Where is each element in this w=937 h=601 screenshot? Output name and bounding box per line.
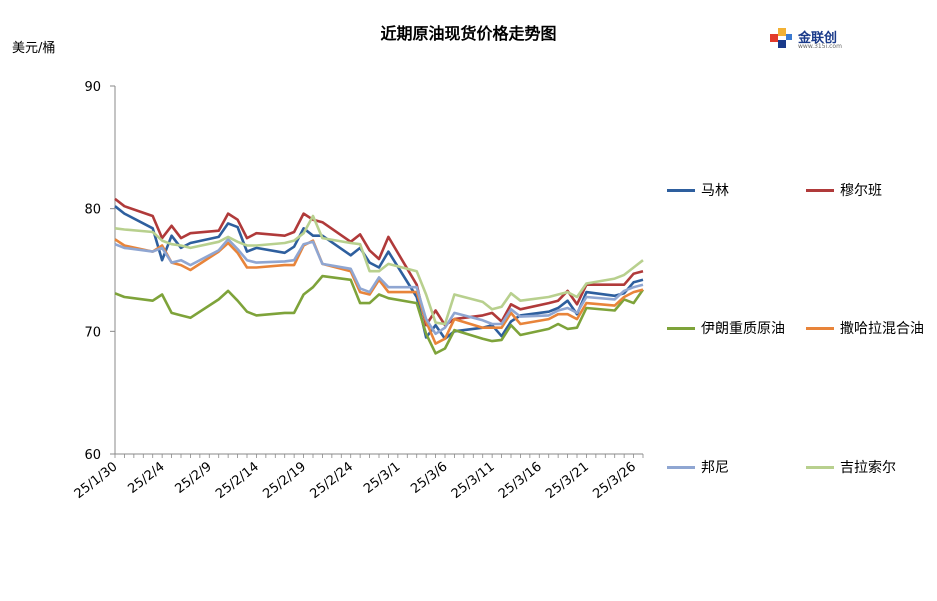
legend-item: 吉拉索尔 — [806, 457, 896, 477]
x-tick-label: 25/3/21 — [543, 459, 592, 502]
legend-label: 伊朗重质原油 — [701, 321, 785, 337]
y-axis-unit-label: 美元/桶 — [12, 41, 56, 56]
x-tick-label: 25/2/19 — [260, 459, 309, 502]
y-tick-label: 60 — [84, 448, 101, 463]
legend-swatch — [806, 326, 834, 330]
series-line-2 — [114, 274, 645, 355]
series-line-1 — [114, 197, 644, 327]
y-tick-label: 70 — [84, 325, 101, 340]
series-line-0 — [114, 205, 644, 341]
legend-label: 穆尔班 — [840, 183, 882, 199]
brand-logo: 金联创 www.315i.com — [768, 26, 858, 54]
legend-label: 撒哈拉混合油 — [840, 321, 924, 337]
legend-swatch — [806, 188, 834, 192]
chart-title: 近期原油现货价格走势图 — [380, 24, 557, 43]
x-tick-label: 25/2/4 — [125, 459, 167, 497]
logo-icon — [770, 28, 792, 48]
legend-swatch — [667, 188, 695, 192]
legend-item: 伊朗重质原油 — [667, 318, 785, 338]
x-tick-label: 25/2/24 — [307, 459, 356, 502]
x-tick-label: 25/3/11 — [449, 459, 498, 502]
legend-item: 马林 — [667, 180, 729, 200]
x-tick-label: 25/2/14 — [213, 459, 262, 502]
y-tick-label: 90 — [84, 80, 101, 95]
x-tick-label: 25/2/9 — [173, 459, 215, 497]
y-axis-ticks: 60 70 80 90 — [84, 80, 115, 463]
legend-label: 马林 — [701, 183, 729, 199]
x-tick-label: 25/3/16 — [496, 459, 545, 502]
x-tick-label: 25/3/1 — [361, 459, 403, 497]
x-tick-label: 25/3/26 — [590, 459, 639, 502]
series-line-4 — [114, 238, 644, 336]
logo-url: www.315i.com — [798, 43, 842, 50]
legend-item: 穆尔班 — [806, 180, 882, 200]
legend-label: 邦尼 — [701, 460, 729, 476]
legend-swatch — [667, 326, 695, 330]
y-tick-label: 80 — [84, 203, 101, 218]
logo-name: 金联创 — [798, 31, 838, 46]
x-axis-ticks: 25/1/30 25/2/4 25/2/925/2/1425/2/1925/2/24… — [72, 454, 644, 502]
series-line-5 — [114, 214, 644, 326]
series-lines — [114, 197, 645, 355]
x-tick-label: 25/3/6 — [408, 459, 450, 497]
legend-swatch — [667, 465, 695, 469]
x-tick-label: 25/1/30 — [72, 459, 121, 502]
legend-label: 吉拉索尔 — [840, 460, 896, 476]
legend-item: 撒哈拉混合油 — [806, 318, 924, 338]
legend-swatch — [806, 465, 834, 469]
legend-item: 邦尼 — [667, 457, 729, 477]
